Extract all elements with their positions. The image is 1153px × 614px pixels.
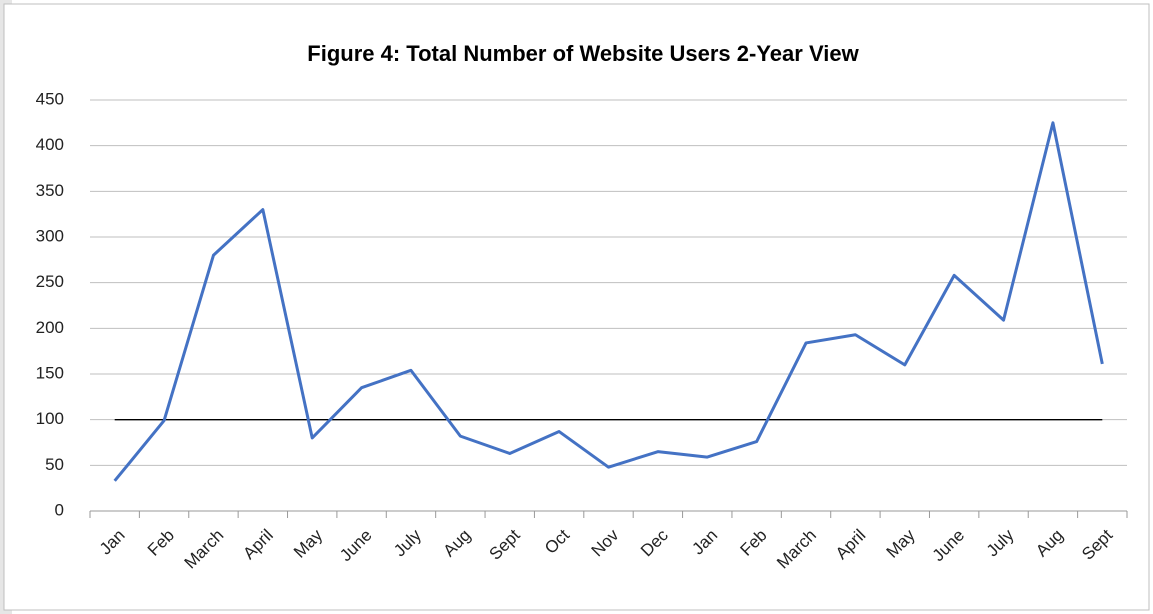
y-tick-label: 0 [55, 500, 64, 519]
y-tick-label: 100 [36, 409, 64, 428]
y-tick-label: 150 [36, 363, 64, 382]
y-tick-label: 300 [36, 226, 64, 245]
y-tick-label: 450 [36, 89, 64, 108]
y-tick-label: 200 [36, 318, 64, 337]
y-tick-label: 400 [36, 135, 64, 154]
y-tick-label: 350 [36, 181, 64, 200]
line-series [113, 121, 1104, 482]
y-tick-label: 50 [45, 455, 64, 474]
chart-title: Figure 4: Total Number of Website Users … [307, 41, 859, 66]
chart-frame [3, 3, 1150, 611]
y-tick-label: 250 [36, 272, 64, 291]
